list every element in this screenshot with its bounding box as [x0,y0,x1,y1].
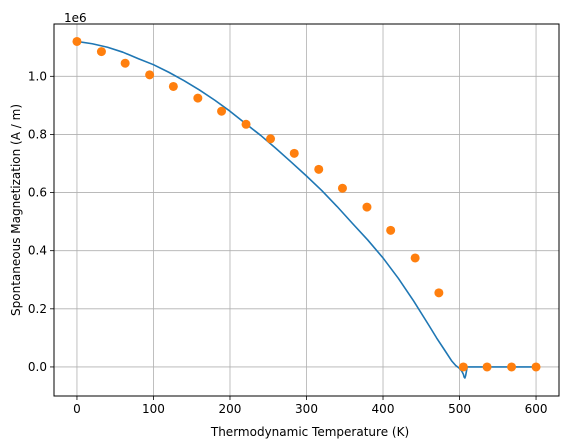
x-tick-label: 400 [372,402,395,416]
axis-ticks: 0 100 200 300 400 500 600 0.0 0.2 0.4 0.6 0.8 1.0 [28,69,548,416]
data-point [410,253,420,263]
y-tick-label: 0.6 [28,186,47,200]
y-tick-label: 0.4 [28,244,47,258]
y-tick-label: 0.2 [28,302,47,316]
measured-points-series [72,36,541,372]
data-point [289,148,299,158]
data-point [531,362,541,372]
data-point [362,202,372,212]
y-axis-label: Spontaneous Magnetization (A / m) [9,104,23,316]
data-point [96,47,106,57]
data-point [241,119,251,129]
y-tick-label: 1.0 [28,69,47,83]
data-point [507,362,517,372]
data-point [120,58,130,68]
data-point [337,183,347,193]
data-point [168,81,178,91]
x-tick-label: 600 [525,402,548,416]
data-point [266,134,276,144]
data-point [72,36,82,46]
x-tick-label: 100 [142,402,165,416]
data-point [386,225,396,235]
data-point [314,164,324,174]
magnetization-curve-series [76,40,537,379]
y-tick-label: 0.8 [28,127,47,141]
data-point [193,93,203,103]
x-tick-label: 200 [219,402,242,416]
y-axis-multiplier-label: 1e6 [64,11,87,25]
data-point [217,106,227,116]
data-point [145,70,155,80]
x-tick-label: 300 [295,402,318,416]
x-tick-label: 500 [448,402,471,416]
data-point [434,288,444,298]
magnetization-curve-line [76,40,537,379]
x-axis-label: Thermodynamic Temperature (K) [210,425,409,439]
data-point [458,362,468,372]
grid-lines [54,24,559,396]
y-tick-label: 0.0 [28,360,47,374]
x-tick-label: 0 [73,402,81,416]
data-point [482,362,492,372]
